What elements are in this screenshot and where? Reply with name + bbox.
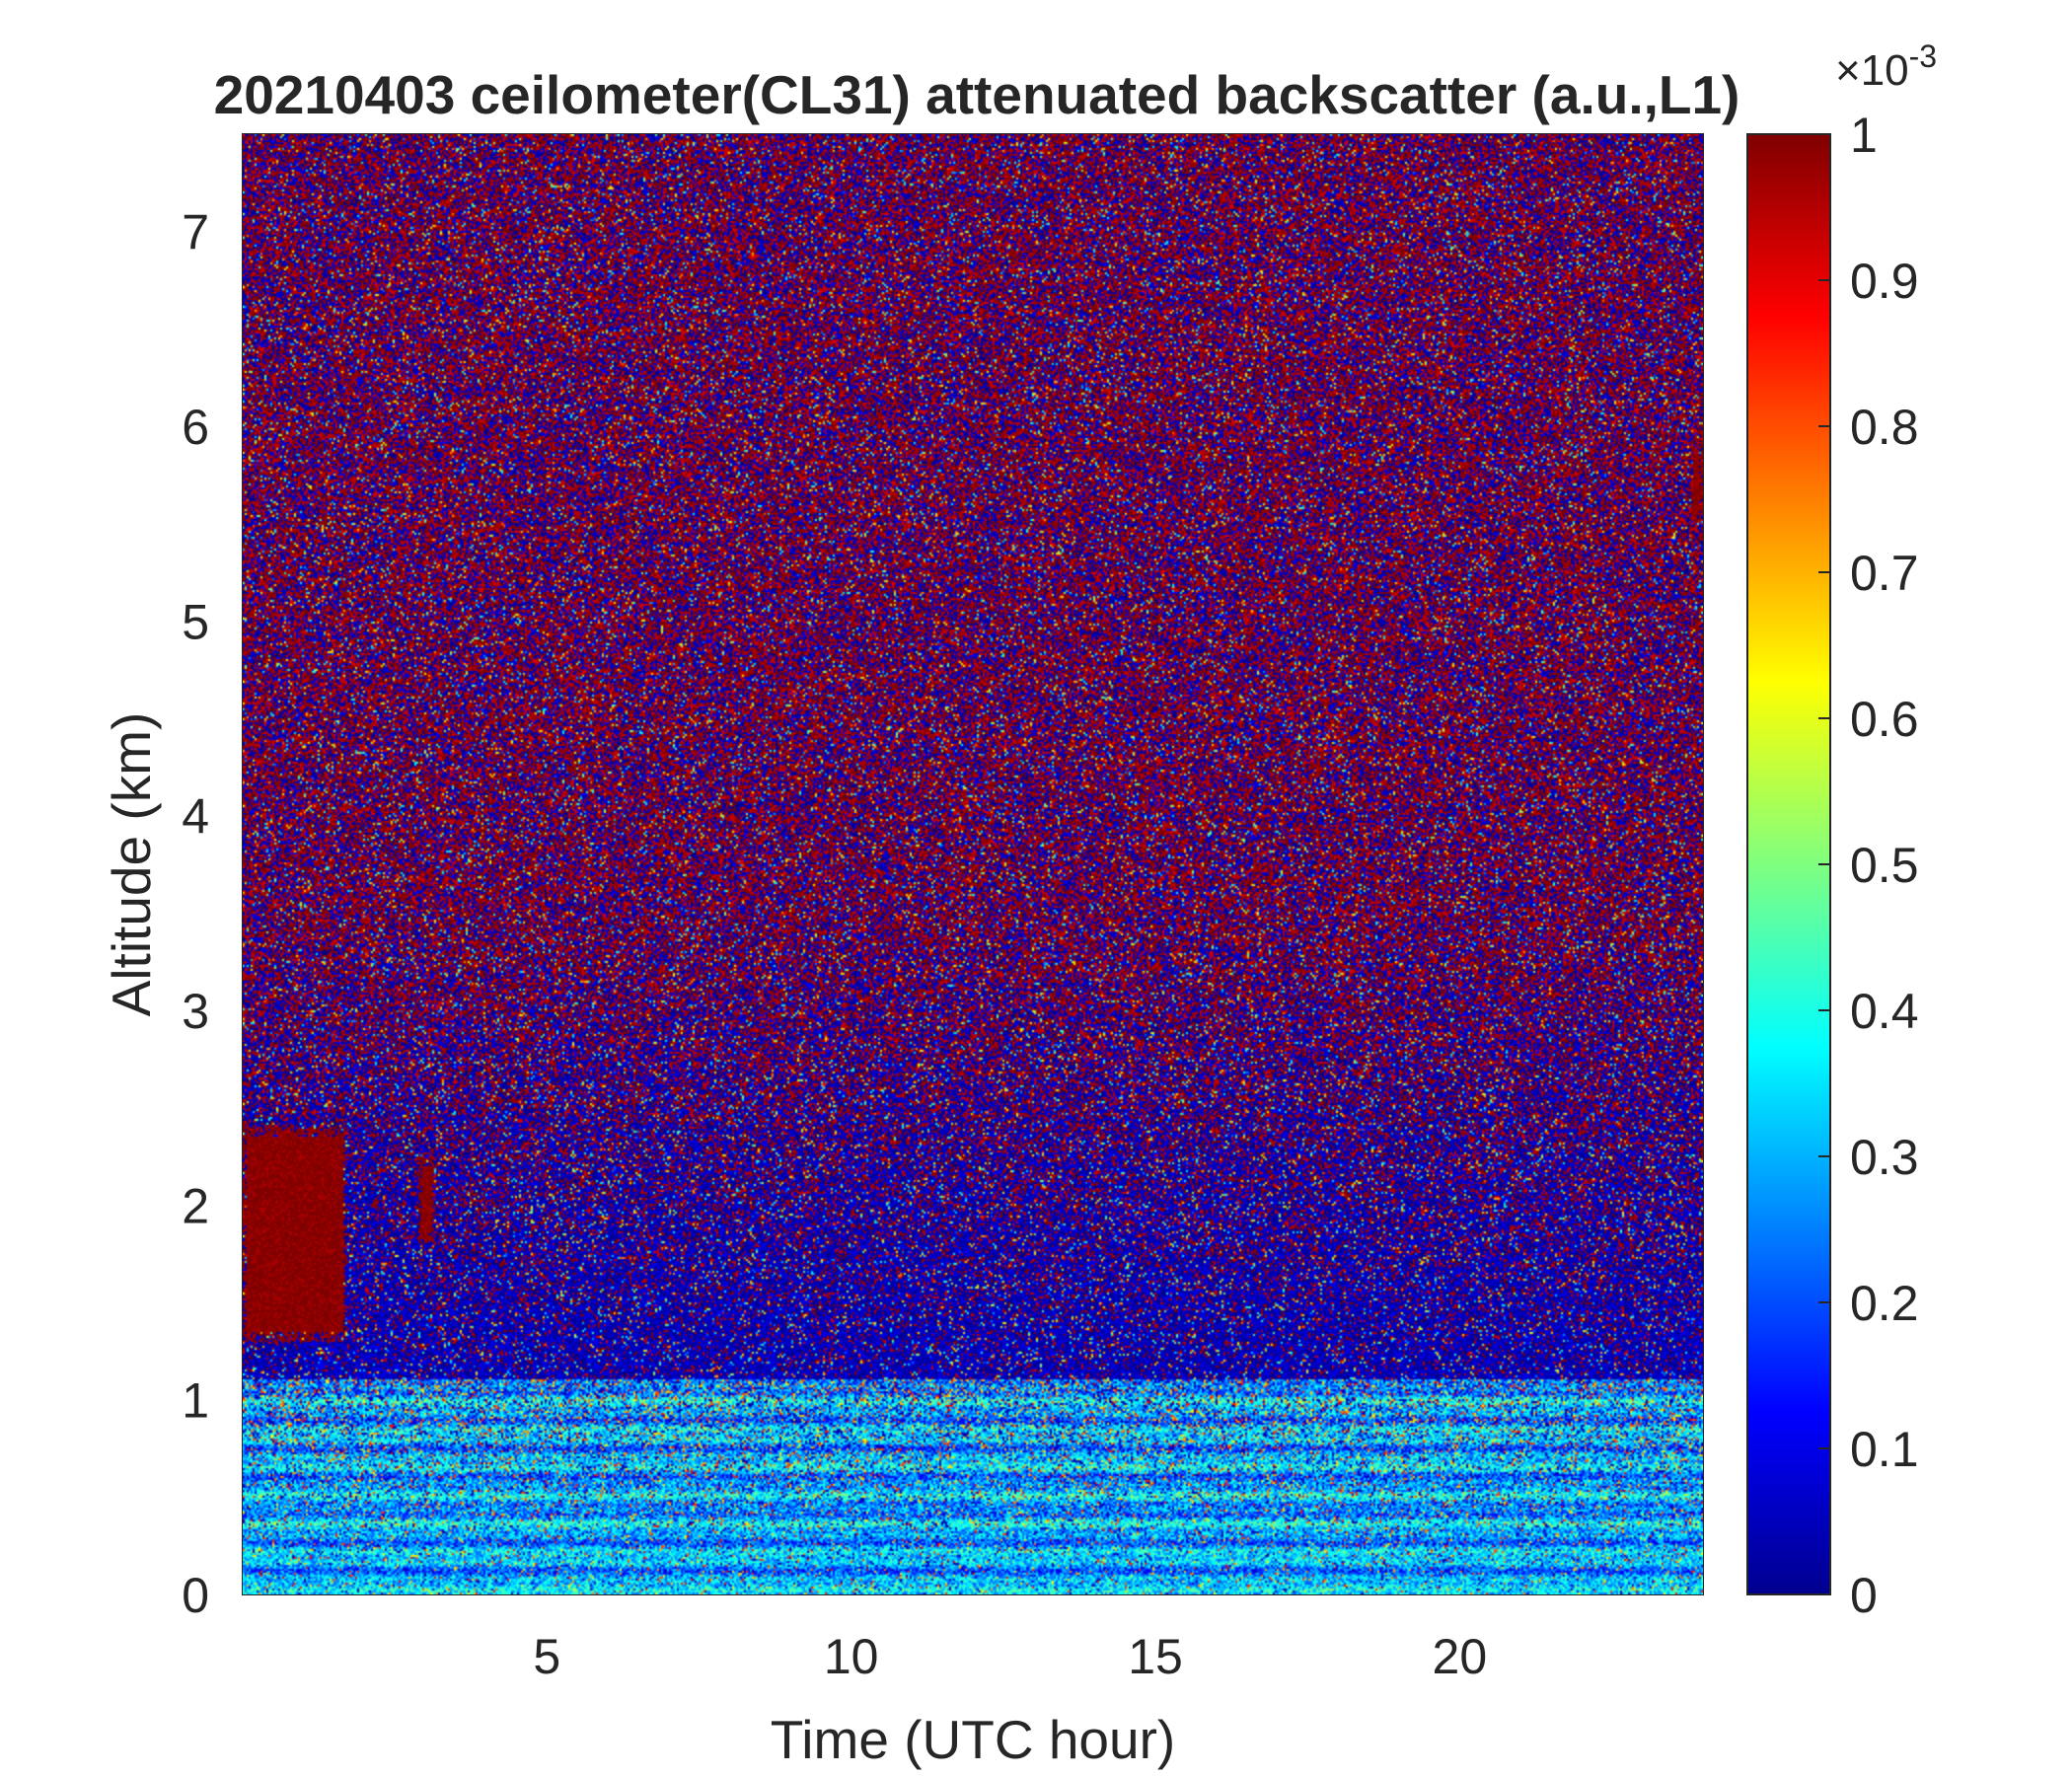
y-tick-label: 3 — [182, 984, 209, 1039]
y-tick-label: 0 — [182, 1568, 209, 1623]
x-tick-label: 15 — [1128, 1629, 1183, 1684]
x-tick-label: 5 — [533, 1629, 560, 1684]
y-tick-label: 7 — [182, 205, 209, 260]
y-tick-label: 2 — [182, 1178, 209, 1233]
x-tick-label: 10 — [824, 1629, 879, 1684]
colorbar-tick-label: 0 — [1850, 1568, 1878, 1623]
y-tick-label: 6 — [182, 400, 209, 455]
colorbar: 0 0.1 0.2 0.3 0.4 0.5 0.6 0.7 0.8 0.9 1 ×10-3 — [1746, 38, 1937, 1623]
colorbar-gradient — [1746, 133, 1831, 1595]
colorbar-tick-label: 0.9 — [1850, 254, 1919, 309]
colorbar-exponent-base: ×10 — [1835, 46, 1909, 95]
colorbar-tick-label: 0.5 — [1850, 838, 1919, 893]
colorbar-tick-label: 0.3 — [1850, 1130, 1919, 1185]
colorbar-tick-label: 0.8 — [1850, 400, 1919, 455]
y-tick-label: 4 — [182, 789, 209, 845]
colorbar-tick-label: 0.4 — [1850, 984, 1919, 1039]
x-axis: 5 10 15 20 — [533, 134, 1487, 1684]
colorbar-ticks: 0 0.1 0.2 0.3 0.4 0.5 0.6 0.7 0.8 0.9 1 — [1818, 108, 1919, 1623]
backscatter-heatmap — [243, 134, 1703, 1594]
colorbar-tick-label: 0.2 — [1850, 1276, 1919, 1331]
chart-title: 20210403 ceilometer(CL31) attenuated bac… — [214, 64, 1740, 125]
colorbar-tick-label: 0.7 — [1850, 546, 1919, 601]
y-axis-label: Altitude (km) — [101, 712, 162, 1017]
y-tick-label: 5 — [182, 594, 209, 649]
y-tick-label: 1 — [182, 1373, 209, 1429]
colorbar-exponent-power: -3 — [1909, 38, 1937, 74]
colorbar-tick-label: 0.6 — [1850, 692, 1919, 747]
colorbar-exponent: ×10-3 — [1835, 38, 1937, 95]
x-tick-label: 20 — [1433, 1629, 1488, 1684]
x-axis-label: Time (UTC hour) — [771, 1709, 1176, 1770]
colorbar-tick-label: 1 — [1850, 108, 1878, 163]
colorbar-tick-label: 0.1 — [1850, 1422, 1919, 1477]
